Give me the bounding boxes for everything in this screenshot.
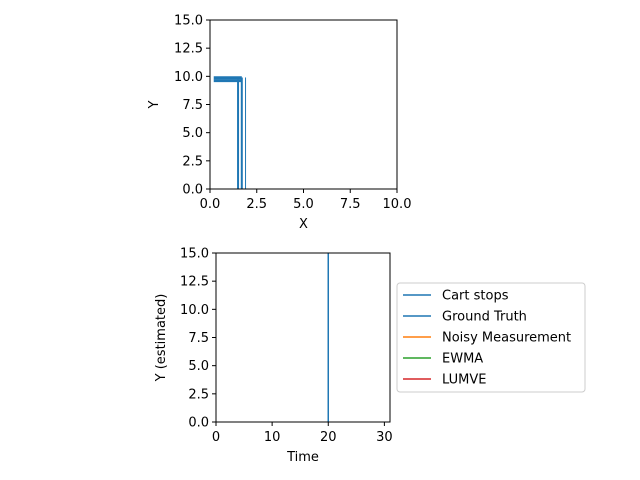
y-tick-label: 5.0 xyxy=(182,126,203,141)
bottom-axes: 0 10 20 30 0.0 2.5 5.0 7.5 10.0 12.5 15.0 Time Y … xyxy=(154,247,393,466)
y-tick-label: 2.5 xyxy=(182,154,203,169)
y-tick-label: 0.0 xyxy=(188,416,209,431)
y-tick-label: 12.5 xyxy=(180,275,209,290)
y-tick-label: 5.0 xyxy=(188,359,209,374)
y-tick-label: 10.0 xyxy=(180,303,209,318)
legend-label: EWMA xyxy=(442,352,483,367)
top-x-axis-label: X xyxy=(299,217,308,232)
top-axes: 0.0 2.5 5.0 7.5 10.0 0.0 2.5 5.0 7.5 10.0 12.5 15.… xyxy=(147,14,411,233)
top-y-ticks: 0.0 2.5 5.0 7.5 10.0 12.5 15.0 xyxy=(174,14,210,198)
x-tick-label: 0.0 xyxy=(200,197,221,212)
y-tick-label: 7.5 xyxy=(182,98,203,113)
top-plot-lines xyxy=(213,76,247,189)
legend-entries: Cart stops Ground Truth Noisy Measurement E… xyxy=(403,289,571,388)
x-tick-label: 2.5 xyxy=(246,197,267,212)
legend-label: Ground Truth xyxy=(442,310,527,325)
bottom-x-axis-label: Time xyxy=(286,450,319,465)
y-tick-label: 10.0 xyxy=(174,70,203,85)
x-tick-label: 10 xyxy=(264,430,281,445)
y-tick-label: 15.0 xyxy=(180,247,209,262)
bottom-x-ticks: 0 10 20 30 xyxy=(212,422,393,445)
legend-box xyxy=(396,282,586,393)
legend-label: Cart stops xyxy=(442,289,509,304)
x-tick-label: 20 xyxy=(320,430,337,445)
top-x-ticks: 0.0 2.5 5.0 7.5 10.0 xyxy=(200,189,412,212)
bottom-plot-frame xyxy=(215,252,391,423)
y-tick-label: 15.0 xyxy=(174,14,203,29)
legend: Cart stops Ground Truth Noisy Measurement E… xyxy=(396,282,586,393)
y-tick-label: 12.5 xyxy=(174,42,203,57)
y-tick-label: 7.5 xyxy=(188,331,209,346)
y-tick-label: 0.0 xyxy=(182,183,203,198)
x-tick-label: 5.0 xyxy=(293,197,314,212)
y-tick-label: 2.5 xyxy=(188,387,209,402)
top-y-axis-label: Y xyxy=(147,100,162,109)
bottom-y-ticks: 0.0 2.5 5.0 7.5 10.0 12.5 15.0 xyxy=(180,247,216,431)
x-tick-label: 7.5 xyxy=(340,197,361,212)
x-tick-label: 10.0 xyxy=(383,197,412,212)
bottom-y-axis-label: Y (estimated) xyxy=(154,294,169,383)
x-tick-label: 0 xyxy=(212,430,220,445)
legend-label: Noisy Measurement xyxy=(442,331,571,346)
x-tick-label: 30 xyxy=(376,430,393,445)
legend-label: LUMVE xyxy=(442,373,486,388)
